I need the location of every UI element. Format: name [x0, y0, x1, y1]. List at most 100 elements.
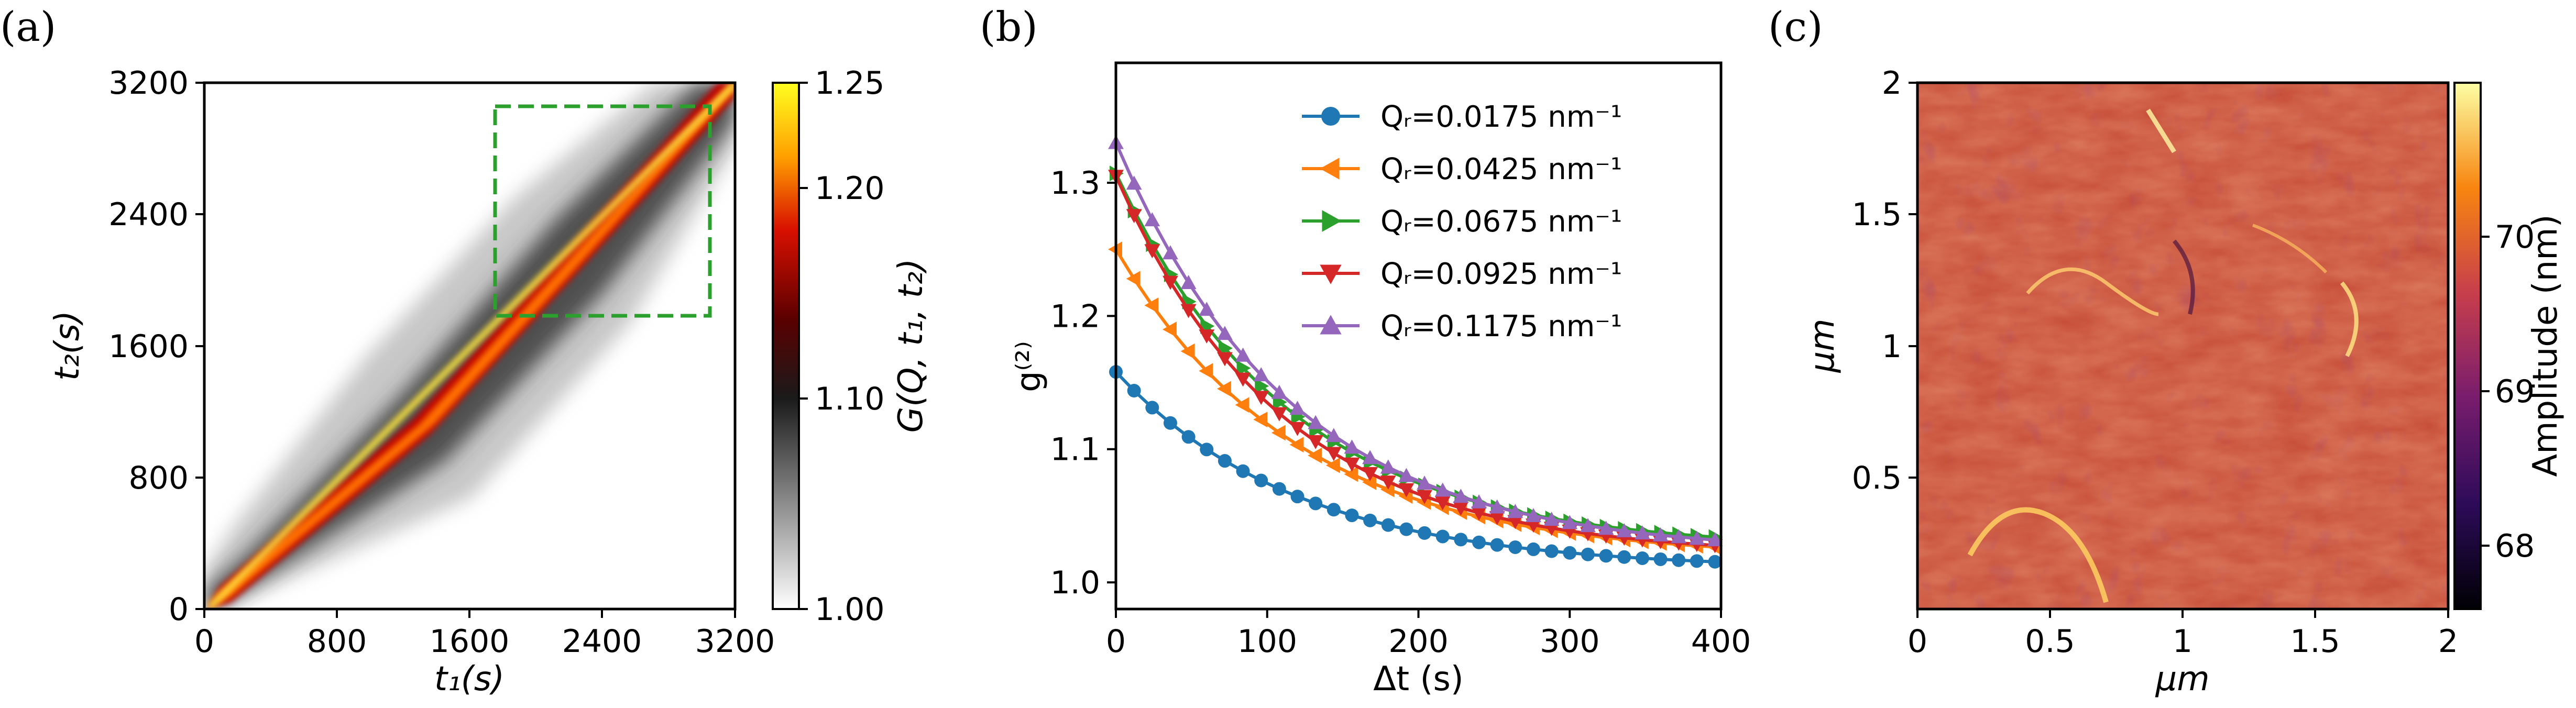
series-3-point-1 — [1126, 209, 1142, 224]
panel-a-xtick-2: 1600 — [430, 623, 510, 660]
panel-c-cbar-tick-1: 69 — [2495, 373, 2535, 410]
series-4-point-24 — [1543, 512, 1560, 526]
series-4-point-21 — [1489, 499, 1505, 514]
panel-c-xtick-0: 0 — [1908, 623, 1927, 660]
series-4-point-4 — [1180, 275, 1197, 289]
panel-b-xlabel: Δt (s) — [1373, 660, 1464, 699]
series-1-point-5 — [1199, 363, 1213, 379]
panel-c-cbar-tick-2: 70 — [2495, 219, 2535, 256]
series-4-point-3 — [1163, 245, 1178, 260]
series-2-point-8 — [1255, 378, 1269, 394]
series-4-point-7 — [1235, 347, 1251, 362]
panel-b-plot: 0 100 200 300 400 1.0 1.1 1.2 1.3 Δt (s) g⁽²⁾ Qᵣ=0.… — [1010, 61, 1751, 699]
legend-label-1: Qᵣ=0.0425 nm⁻¹ — [1380, 152, 1622, 186]
series-4-point-13 — [1344, 439, 1360, 454]
series-0-point-32 — [1690, 554, 1704, 568]
panel-a: (a) 0 800 1 — [0, 4, 930, 699]
panel-a-cbar-tick-3: 1.25 — [815, 65, 885, 102]
series-0-point-24 — [1544, 544, 1559, 558]
series-4-point-11 — [1308, 415, 1324, 429]
panel-b-ytick-0: 1.0 — [1050, 565, 1100, 601]
panel-b-ylabel: g⁽²⁾ — [1010, 341, 1048, 392]
panel-c-ytick-1: 1 — [1882, 328, 1902, 365]
panel-a-xtick-1: 800 — [307, 623, 367, 660]
panel-a-ticks — [195, 82, 736, 618]
series-3-point-19 — [1453, 502, 1469, 516]
series-0-point-5 — [1200, 442, 1214, 457]
panel-b-xtick-4: 400 — [1691, 623, 1751, 660]
series-line-4 — [1114, 142, 1715, 542]
series-1-point-7 — [1235, 397, 1249, 413]
series-3-point-3 — [1163, 275, 1178, 290]
series-1-point-10 — [1289, 437, 1304, 453]
series-4-point-29 — [1634, 525, 1650, 540]
series-4-point-12 — [1325, 428, 1342, 442]
series-4-point-26 — [1580, 518, 1596, 533]
panel-a-colorbar — [772, 82, 800, 610]
series-0-point-28 — [1617, 550, 1631, 564]
panel-b-legend: Qᵣ=0.0175 nm⁻¹ Qᵣ=0.0425 nm⁻¹ Qᵣ=0.0675 nm… — [1302, 100, 1622, 344]
panel-c-colorbar — [2453, 82, 2482, 610]
panel-a-ytick-0: 0 — [169, 591, 189, 628]
panel-a-ytick-3: 2400 — [108, 196, 189, 233]
panel-a-cbar-tick-2: 1.20 — [815, 170, 885, 207]
series-0-point-29 — [1635, 551, 1649, 565]
panel-c-xtick-2: 1 — [2173, 623, 2193, 660]
series-1-point-6 — [1216, 381, 1231, 397]
series-3-point-18 — [1434, 496, 1451, 511]
legend-label-2: Qᵣ=0.0675 nm⁻¹ — [1380, 205, 1622, 239]
series-1-point-8 — [1253, 412, 1268, 428]
panel-c-ytick-3: 2 — [1882, 65, 1902, 102]
series-4-point-27 — [1598, 521, 1614, 535]
series-2-point-6 — [1218, 340, 1233, 356]
panel-a-cbar-tick-1: 1.10 — [815, 381, 885, 417]
series-3-point-16 — [1398, 483, 1415, 497]
panel-b: (b) 0 100 200 300 400 1.0 1.1 1.2 1.3 Δt (s) g⁽²⁾ Q… — [980, 4, 1751, 699]
series-0-point-9 — [1272, 482, 1286, 496]
series-0-point-3 — [1163, 416, 1177, 430]
series-3-point-4 — [1180, 304, 1197, 318]
legend-marker-2 — [1322, 210, 1342, 232]
series-line-2 — [1114, 172, 1715, 539]
series-0-point-20 — [1472, 535, 1486, 549]
legend-marker-3 — [1320, 264, 1342, 284]
series-0-point-12 — [1327, 503, 1341, 517]
series-line-0 — [1114, 371, 1715, 563]
series-4-point-9 — [1271, 384, 1287, 399]
series-4-point-20 — [1471, 494, 1487, 508]
panel-a-label: (a) — [0, 4, 56, 51]
series-0-point-15 — [1381, 518, 1395, 532]
series-4-point-2 — [1144, 212, 1160, 227]
series-0-point-13 — [1345, 508, 1359, 523]
series-1-point-12 — [1325, 457, 1340, 473]
series-1-point-1 — [1126, 271, 1141, 287]
series-3-point-5 — [1199, 329, 1215, 344]
series-1-point-11 — [1308, 447, 1322, 463]
series-4-point-5 — [1199, 302, 1215, 316]
legend-marker-4 — [1320, 315, 1342, 335]
series-0-point-7 — [1236, 464, 1250, 478]
panel-c-ytick-0: 0.5 — [1852, 460, 1902, 496]
series-3-point-11 — [1308, 435, 1324, 449]
panel-a-highlight-box — [493, 104, 712, 318]
series-4-point-22 — [1507, 504, 1523, 518]
series-1-point-2 — [1144, 297, 1159, 314]
panel-c-xtick-1: 0.5 — [2025, 623, 2075, 660]
series-0-point-30 — [1653, 552, 1668, 566]
panel-b-xtick-2: 200 — [1388, 623, 1449, 660]
series-3-point-6 — [1216, 352, 1233, 367]
panel-c-xtick-3: 1.5 — [2290, 623, 2340, 660]
series-0-point-11 — [1309, 496, 1323, 511]
series-0-point-6 — [1218, 454, 1232, 468]
panel-b-ytick-1: 1.1 — [1050, 432, 1100, 468]
panel-a-colorbar-label: G(Q, t₁, t₂) — [892, 259, 930, 433]
series-3-point-8 — [1253, 391, 1269, 405]
series-4-point-31 — [1671, 529, 1687, 544]
series-3-point-17 — [1417, 490, 1432, 504]
series-0-point-14 — [1363, 513, 1377, 527]
series-0-point-8 — [1254, 473, 1268, 488]
series-3-point-15 — [1380, 475, 1396, 490]
series-3-point-20 — [1471, 506, 1487, 521]
panel-a-xtick-3: 2400 — [562, 623, 642, 660]
